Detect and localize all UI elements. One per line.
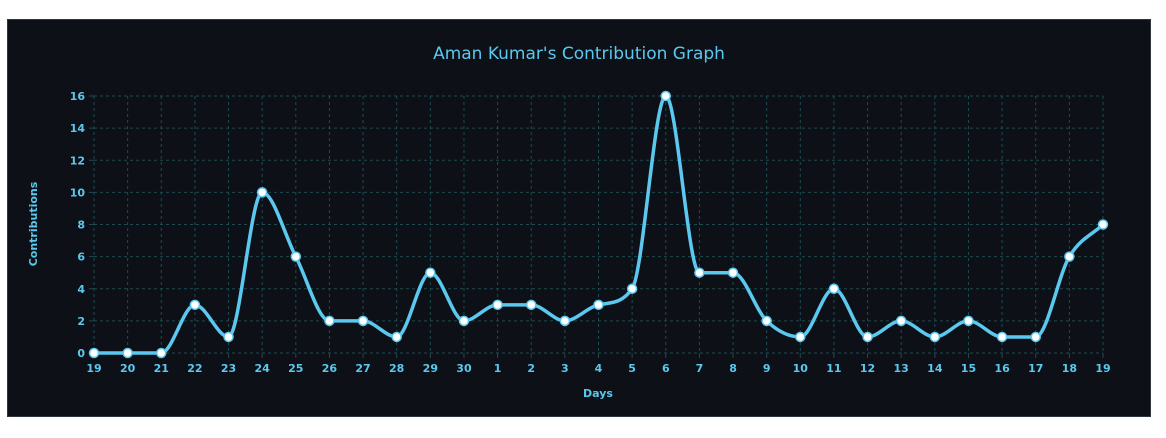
x-tick-label: 29	[423, 362, 438, 375]
x-tick-label: 24	[255, 362, 271, 375]
x-tick-label: 13	[894, 362, 909, 375]
x-tick-label: 5	[628, 362, 636, 375]
data-point	[559, 315, 571, 327]
y-tick-label: 10	[70, 186, 86, 199]
x-tick-label: 2	[527, 362, 535, 375]
data-point	[862, 331, 873, 343]
x-tick-label: 19	[86, 362, 101, 375]
y-axis-label: Contributions	[27, 181, 40, 266]
x-tick-label: 28	[389, 362, 404, 375]
data-point	[425, 267, 436, 278]
x-tick-label: 27	[355, 362, 370, 375]
data-point	[122, 347, 133, 359]
data-point	[223, 331, 234, 343]
x-tick-label: 12	[860, 362, 875, 375]
x-tick-label: 26	[322, 362, 338, 375]
data-point	[626, 283, 638, 294]
x-tick-label: 17	[1028, 362, 1043, 375]
x-tick-label: 4	[595, 362, 603, 375]
data-point	[458, 315, 470, 327]
data-point	[963, 315, 974, 327]
y-tick-label: 14	[70, 122, 86, 135]
data-point	[189, 299, 201, 311]
data-point	[929, 331, 941, 343]
data-point	[391, 331, 402, 343]
y-axis-ticks: 0 2 4 6 8 10 12 14 16	[70, 90, 86, 360]
x-tick-label: 19	[1095, 362, 1110, 375]
y-tick-label: 8	[77, 219, 85, 232]
x-tick-label: 16	[994, 362, 1010, 375]
data-point	[1097, 219, 1109, 230]
data-point	[1064, 251, 1075, 262]
data-point	[156, 347, 167, 359]
data-point	[996, 331, 1008, 343]
x-tick-label: 11	[826, 362, 841, 375]
x-tick-label: 8	[729, 362, 737, 375]
contribution-chart: Aman Kumar's Contribution Graph 02468101…	[27, 44, 1111, 400]
y-tick-label: 0	[77, 347, 85, 360]
data-point	[694, 267, 705, 278]
x-tick-label: 7	[696, 362, 704, 375]
series-layer	[88, 90, 1109, 359]
x-tick-label: 18	[1062, 362, 1077, 375]
x-tick-label: 1	[494, 362, 502, 375]
data-point	[828, 283, 840, 294]
x-tick-label: 23	[221, 362, 236, 375]
x-tick-label: 9	[763, 362, 771, 375]
y-tick-label: 16	[70, 90, 86, 103]
y-tick-label: 2	[77, 315, 85, 328]
x-tick-label: 30	[456, 362, 472, 375]
data-point	[727, 267, 739, 278]
data-point	[290, 251, 302, 262]
chart-card: Aman Kumar's Contribution Graph 0 2 4 6 8 10 1…	[7, 19, 1151, 417]
data-point	[895, 315, 907, 327]
x-tick-label: 14	[927, 362, 943, 375]
x-tick-label: 25	[288, 362, 303, 375]
x-tick-label: 6	[662, 362, 670, 375]
data-point	[88, 347, 100, 359]
data-point	[525, 299, 537, 311]
x-axis-ticks: 19 20 21 22 23 24 25 26 27 28 29 30 1 2 3 4 5 6 7 8 9 10 11 12 1…	[86, 362, 1110, 375]
data-point	[357, 315, 369, 327]
x-tick-label: 22	[187, 362, 202, 375]
y-tick-label: 6	[77, 251, 85, 264]
chart-grid	[89, 95, 1104, 358]
data-point	[324, 315, 335, 327]
data-point	[1030, 331, 1041, 343]
y-tick-label: 4	[77, 283, 85, 296]
x-tick-label: 3	[561, 362, 569, 375]
x-axis-label: Days	[583, 387, 613, 400]
data-point	[660, 90, 672, 102]
x-tick-label: 10	[793, 362, 809, 375]
data-point	[593, 299, 604, 311]
x-tick-label: 20	[120, 362, 136, 375]
x-tick-label: 21	[154, 362, 169, 375]
x-tick-label: 15	[961, 362, 976, 375]
y-tick-label: 12	[70, 154, 85, 167]
data-point	[795, 331, 806, 343]
data-point	[492, 299, 503, 311]
data-point	[256, 187, 268, 198]
data-point	[761, 315, 772, 327]
chart-title: Aman Kumar's Contribution Graph	[433, 44, 725, 64]
